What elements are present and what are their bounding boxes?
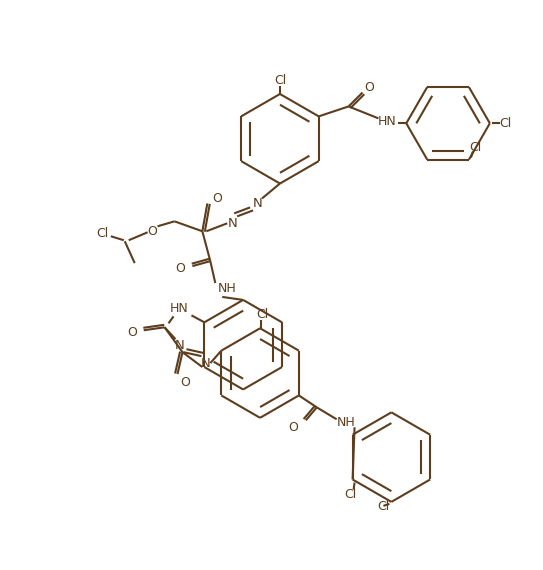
Text: NH: NH: [337, 416, 356, 429]
Text: HN: HN: [378, 115, 397, 128]
Text: O: O: [175, 262, 185, 275]
Text: O: O: [127, 326, 137, 339]
Text: Cl: Cl: [500, 117, 512, 130]
Text: O: O: [148, 225, 157, 238]
Text: Cl: Cl: [469, 141, 481, 154]
Text: O: O: [212, 192, 222, 205]
Text: O: O: [288, 421, 298, 434]
Text: Cl: Cl: [377, 500, 389, 514]
Text: Cl: Cl: [344, 488, 357, 501]
Text: Cl: Cl: [97, 227, 109, 240]
Text: N: N: [228, 217, 237, 230]
Text: HN: HN: [170, 302, 189, 315]
Text: Cl: Cl: [274, 74, 286, 87]
Text: NH: NH: [218, 283, 237, 295]
Text: N: N: [175, 339, 185, 352]
Text: O: O: [364, 81, 375, 94]
Text: N: N: [200, 357, 210, 369]
Text: Cl: Cl: [256, 308, 268, 321]
Text: O: O: [180, 376, 191, 389]
Text: N: N: [253, 197, 263, 210]
